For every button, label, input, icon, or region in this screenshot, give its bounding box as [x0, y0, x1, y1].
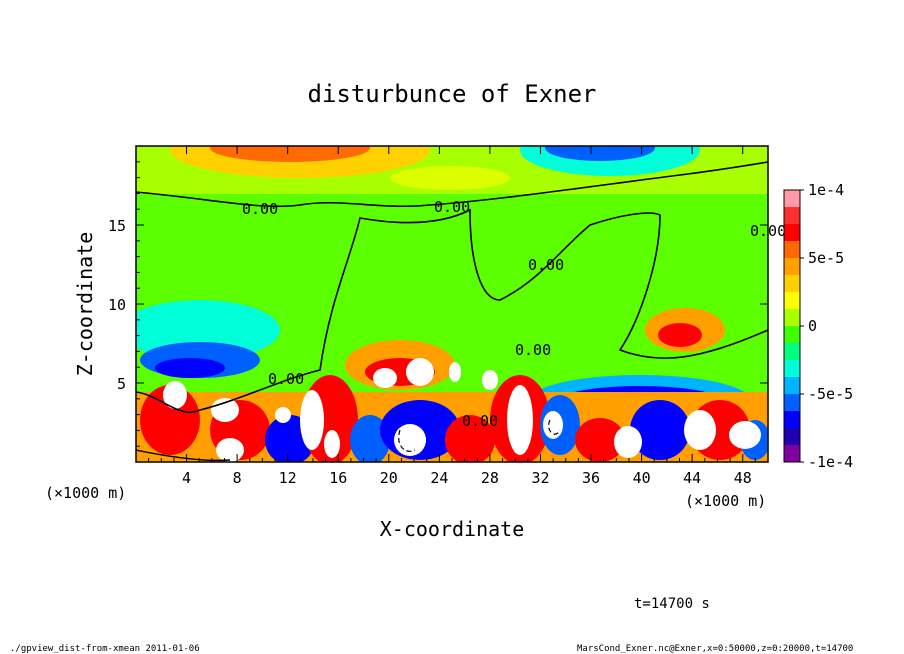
colorbar-ticks: 1e-4 5e-5 0 -5e-5 -1e-4	[800, 181, 853, 471]
contour-labels: 0.00 0.00 0.00 0.00 0.00 0.00 0.00	[242, 198, 786, 430]
colorbar-swatch	[784, 343, 800, 361]
colorbar-swatch	[784, 258, 800, 276]
contour-label: 0.00	[750, 222, 786, 240]
x-tick-label: 4	[182, 469, 191, 487]
colorbar-swatch	[784, 377, 800, 395]
x-tick-label: 8	[233, 469, 242, 487]
colorbar-tick-label: -1e-4	[808, 453, 853, 471]
plot-area	[136, 146, 768, 462]
time-label: t=14700 s	[634, 596, 710, 612]
colorbar-swatch	[784, 207, 800, 225]
colorbar-swatch	[784, 411, 800, 429]
x-tick-label: 48	[734, 469, 752, 487]
x-tick-label: 36	[582, 469, 600, 487]
colorbar-swatch	[784, 428, 800, 446]
contour-label: 0.00	[268, 370, 304, 388]
colorbar-swatch	[784, 360, 800, 378]
colorbar	[783, 189, 801, 463]
colorbar-swatch	[784, 394, 800, 412]
y-tick-label: 10	[108, 296, 126, 314]
x-tick-label: 16	[329, 469, 347, 487]
x-unit-left: (×1000 m)	[45, 484, 126, 502]
x-tick-label: 44	[683, 469, 701, 487]
contour-label: 0.00	[528, 256, 564, 274]
footer-right: MarsCond_Exner.nc@Exner,x=0:50000,z=0:20…	[577, 644, 853, 654]
colorbar-swatch	[784, 445, 800, 463]
y-axis-label: Z-coordinate	[73, 232, 97, 377]
contour-label: 0.00	[515, 341, 551, 359]
y-tick-label: 5	[117, 375, 126, 393]
colorbar-swatch	[784, 326, 800, 344]
footer-left: ./gpview_dist-from-xmean 2011-01-06	[10, 644, 200, 654]
x-axis-label: X-coordinate	[380, 517, 525, 541]
colorbar-swatch	[784, 309, 800, 327]
contour-label: 0.00	[242, 200, 278, 218]
y-axis: 5 10 15	[108, 161, 768, 447]
contour-label: 0.00	[462, 412, 498, 430]
colorbar-tick-label: 1e-4	[808, 181, 844, 199]
x-tick-label: 20	[380, 469, 398, 487]
colorbar-tick-label: 5e-5	[808, 249, 844, 267]
colorbar-swatch	[784, 224, 800, 242]
y-tick-label: 15	[108, 217, 126, 235]
colorbar-swatch	[784, 292, 800, 310]
colorbar-swatch	[784, 241, 800, 259]
chart-title: disturbunce of Exner	[308, 80, 597, 108]
x-tick-label: 12	[279, 469, 297, 487]
x-tick-label: 32	[531, 469, 549, 487]
x-tick-label: 40	[633, 469, 651, 487]
colorbar-tick-label: 0	[808, 317, 817, 335]
contour-label: 0.00	[434, 198, 470, 216]
x-tick-label: 28	[481, 469, 499, 487]
colorbar-tick-label: -5e-5	[808, 385, 853, 403]
colorbar-swatch	[784, 190, 800, 208]
colorbar-swatch	[784, 275, 800, 293]
x-axis: 4 8 12 16 20 24 28 32 36 40 44 48	[148, 146, 756, 487]
x-tick-label: 24	[430, 469, 448, 487]
x-unit-right: (×1000 m)	[685, 492, 766, 510]
